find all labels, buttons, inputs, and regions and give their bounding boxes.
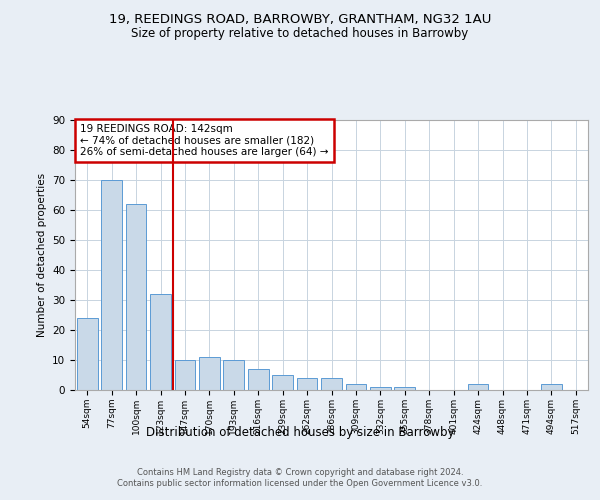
Bar xyxy=(272,375,293,390)
Bar xyxy=(175,360,196,390)
Bar xyxy=(394,387,415,390)
Text: 19 REEDINGS ROAD: 142sqm
← 74% of detached houses are smaller (182)
26% of semi-: 19 REEDINGS ROAD: 142sqm ← 74% of detach… xyxy=(80,124,329,157)
Bar xyxy=(370,387,391,390)
Text: Size of property relative to detached houses in Barrowby: Size of property relative to detached ho… xyxy=(131,28,469,40)
Bar xyxy=(346,384,367,390)
Y-axis label: Number of detached properties: Number of detached properties xyxy=(37,173,47,337)
Bar xyxy=(541,384,562,390)
Bar xyxy=(321,378,342,390)
Bar xyxy=(125,204,146,390)
Bar xyxy=(199,357,220,390)
Bar xyxy=(77,318,98,390)
Bar xyxy=(467,384,488,390)
Bar xyxy=(296,378,317,390)
Bar xyxy=(150,294,171,390)
Bar xyxy=(101,180,122,390)
Bar xyxy=(248,369,269,390)
Bar xyxy=(223,360,244,390)
Text: Contains HM Land Registry data © Crown copyright and database right 2024.
Contai: Contains HM Land Registry data © Crown c… xyxy=(118,468,482,487)
Text: 19, REEDINGS ROAD, BARROWBY, GRANTHAM, NG32 1AU: 19, REEDINGS ROAD, BARROWBY, GRANTHAM, N… xyxy=(109,12,491,26)
Text: Distribution of detached houses by size in Barrowby: Distribution of detached houses by size … xyxy=(146,426,454,439)
